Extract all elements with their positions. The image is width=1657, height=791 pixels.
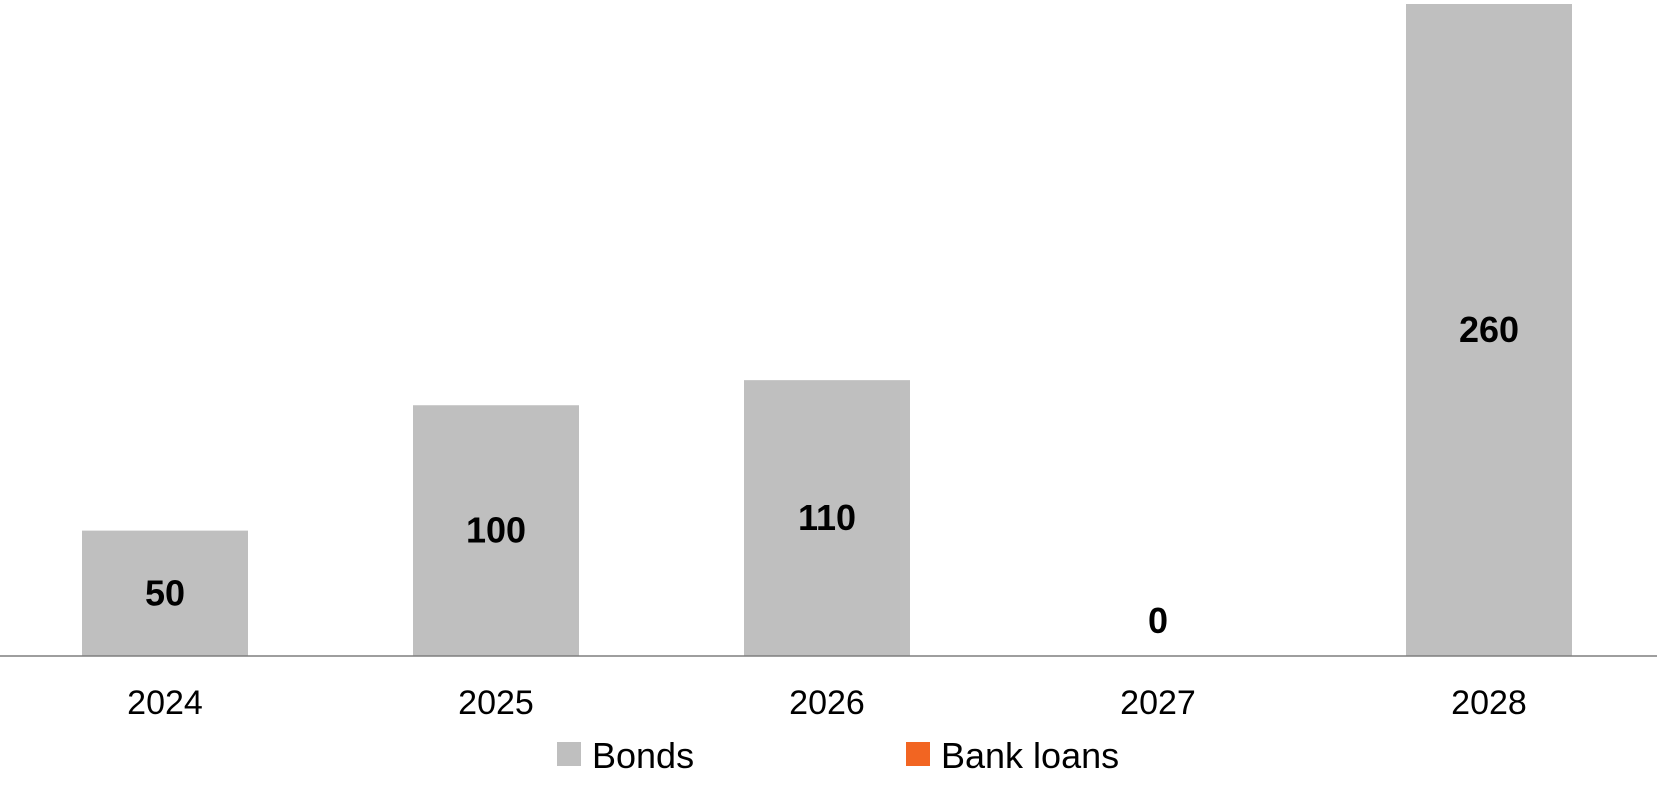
legend-label-bank-loans: Bank loans <box>941 735 1119 776</box>
legend: Bonds Bank loans <box>557 735 1119 776</box>
x-tick-label-2026: 2026 <box>789 684 865 722</box>
data-label-bonds-2028: 260 <box>1459 309 1519 350</box>
bar-bonds-2024 <box>82 530 248 656</box>
legend-label-bonds: Bonds <box>592 735 694 776</box>
x-tick-label-2025: 2025 <box>458 684 534 722</box>
bars-group <box>82 4 1572 656</box>
data-label-bonds-2027: 0 <box>1148 600 1168 641</box>
legend-swatch-bonds <box>557 742 581 766</box>
bar-bonds-2026 <box>744 380 910 656</box>
bar-bonds-2028 <box>1406 4 1572 656</box>
x-tick-label-2027: 2027 <box>1120 684 1196 722</box>
data-label-bonds-2024: 50 <box>145 572 185 613</box>
data-labels: 50 100 110 0 260 <box>145 309 1519 641</box>
data-label-bonds-2026: 110 <box>798 497 856 538</box>
data-label-bonds-2025: 100 <box>466 510 526 551</box>
x-tick-labels: 2024 2025 2026 2027 2028 <box>127 684 1527 722</box>
bar-bonds-2025 <box>413 405 579 656</box>
x-tick-label-2024: 2024 <box>127 684 203 722</box>
x-tick-label-2028: 2028 <box>1451 684 1527 722</box>
legend-swatch-bank-loans <box>906 742 930 766</box>
